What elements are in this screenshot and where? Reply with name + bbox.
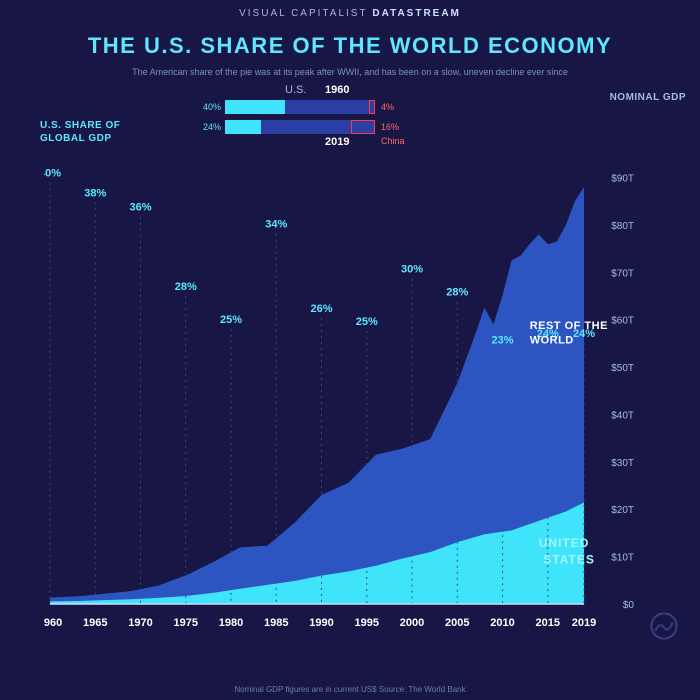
svg-text:40%: 40% — [44, 168, 61, 180]
svg-text:28%: 28% — [175, 281, 197, 293]
svg-text:UNITED: UNITED — [539, 536, 590, 550]
vc-logo-icon — [650, 612, 678, 640]
inset-china-box-1960 — [369, 100, 375, 114]
inset-row-1960 — [225, 100, 375, 114]
svg-text:1985: 1985 — [264, 617, 288, 629]
svg-text:$20T: $20T — [611, 505, 634, 516]
footer-note: Nominal GDP figures are in current US$ S… — [0, 685, 700, 694]
svg-text:2005: 2005 — [445, 617, 469, 629]
inset-pct-2019-us: 24% — [203, 122, 221, 132]
svg-text:1975: 1975 — [174, 617, 198, 629]
svg-text:1960: 1960 — [44, 617, 62, 629]
svg-text:$80T: $80T — [611, 221, 634, 232]
svg-text:34%: 34% — [265, 219, 287, 231]
svg-text:$0: $0 — [623, 600, 635, 611]
inset-year-1960: 1960 — [325, 84, 349, 96]
svg-text:$30T: $30T — [611, 458, 634, 469]
svg-text:2015: 2015 — [536, 617, 560, 629]
svg-text:STATES: STATES — [543, 553, 595, 567]
svg-text:23%: 23% — [492, 334, 514, 346]
svg-text:38%: 38% — [84, 187, 106, 199]
svg-text:$60T: $60T — [611, 316, 634, 327]
us-share-label-1: U.S. SHARE OF — [40, 120, 120, 131]
inset-us-label: U.S. — [285, 84, 306, 96]
svg-text:1990: 1990 — [309, 617, 333, 629]
page-title: THE U.S. SHARE OF THE WORLD ECONOMY — [0, 33, 700, 59]
inset-pct-1960-china: 4% — [381, 102, 394, 112]
us-share-label-2: GLOBAL GDP — [40, 133, 111, 144]
header: VISUAL CAPITALIST DATASTREAM — [0, 0, 700, 19]
svg-text:28%: 28% — [446, 287, 468, 299]
svg-text:REST OF THE: REST OF THE — [530, 320, 608, 332]
svg-text:$70T: $70T — [611, 268, 634, 279]
svg-text:2019: 2019 — [572, 617, 596, 629]
inset-pct-1960-us: 40% — [203, 102, 221, 112]
us-share-label: U.S. SHARE OF GLOBAL GDP — [40, 120, 120, 145]
svg-text:WORLD: WORLD — [530, 334, 574, 346]
svg-text:36%: 36% — [129, 202, 151, 214]
brand-2: DATASTREAM — [372, 8, 461, 19]
main-chart: $0 $10T $20T $30T $40T $50T $60T $70T $80T $90T 19… — [44, 160, 640, 640]
svg-text:25%: 25% — [220, 314, 242, 326]
nominal-gdp-label: NOMINAL GDP — [610, 92, 686, 105]
subtitle: The American share of the pie was at its… — [0, 67, 700, 77]
svg-text:30%: 30% — [401, 264, 423, 276]
svg-text:$50T: $50T — [611, 363, 634, 374]
inset-us-bar-1960 — [225, 100, 285, 114]
area-chart-svg: $0 $10T $20T $30T $40T $50T $60T $70T $80T $90T 19… — [44, 160, 640, 640]
svg-text:1965: 1965 — [83, 617, 107, 629]
svg-text:2010: 2010 — [490, 617, 514, 629]
svg-text:1995: 1995 — [355, 617, 379, 629]
inset-row-2019 — [225, 120, 375, 134]
inset-pct-2019-china: 16% — [381, 122, 399, 132]
svg-text:$40T: $40T — [611, 410, 634, 421]
brand-1: VISUAL CAPITALIST — [239, 8, 367, 19]
inset-year-2019: 2019 — [325, 136, 349, 148]
svg-text:$10T: $10T — [611, 553, 634, 564]
svg-text:2000: 2000 — [400, 617, 424, 629]
svg-text:26%: 26% — [311, 303, 333, 315]
inset-us-bar-2019 — [225, 120, 261, 134]
svg-text:1970: 1970 — [128, 617, 152, 629]
svg-text:1980: 1980 — [219, 617, 243, 629]
svg-text:$90T: $90T — [611, 173, 634, 184]
inset-china-box-2019 — [351, 120, 375, 134]
inset-comparison: U.S. 1960 40% 4% 24% 16% 2019 China — [225, 98, 425, 150]
svg-text:25%: 25% — [356, 316, 378, 328]
inset-china-label: China — [381, 136, 405, 146]
